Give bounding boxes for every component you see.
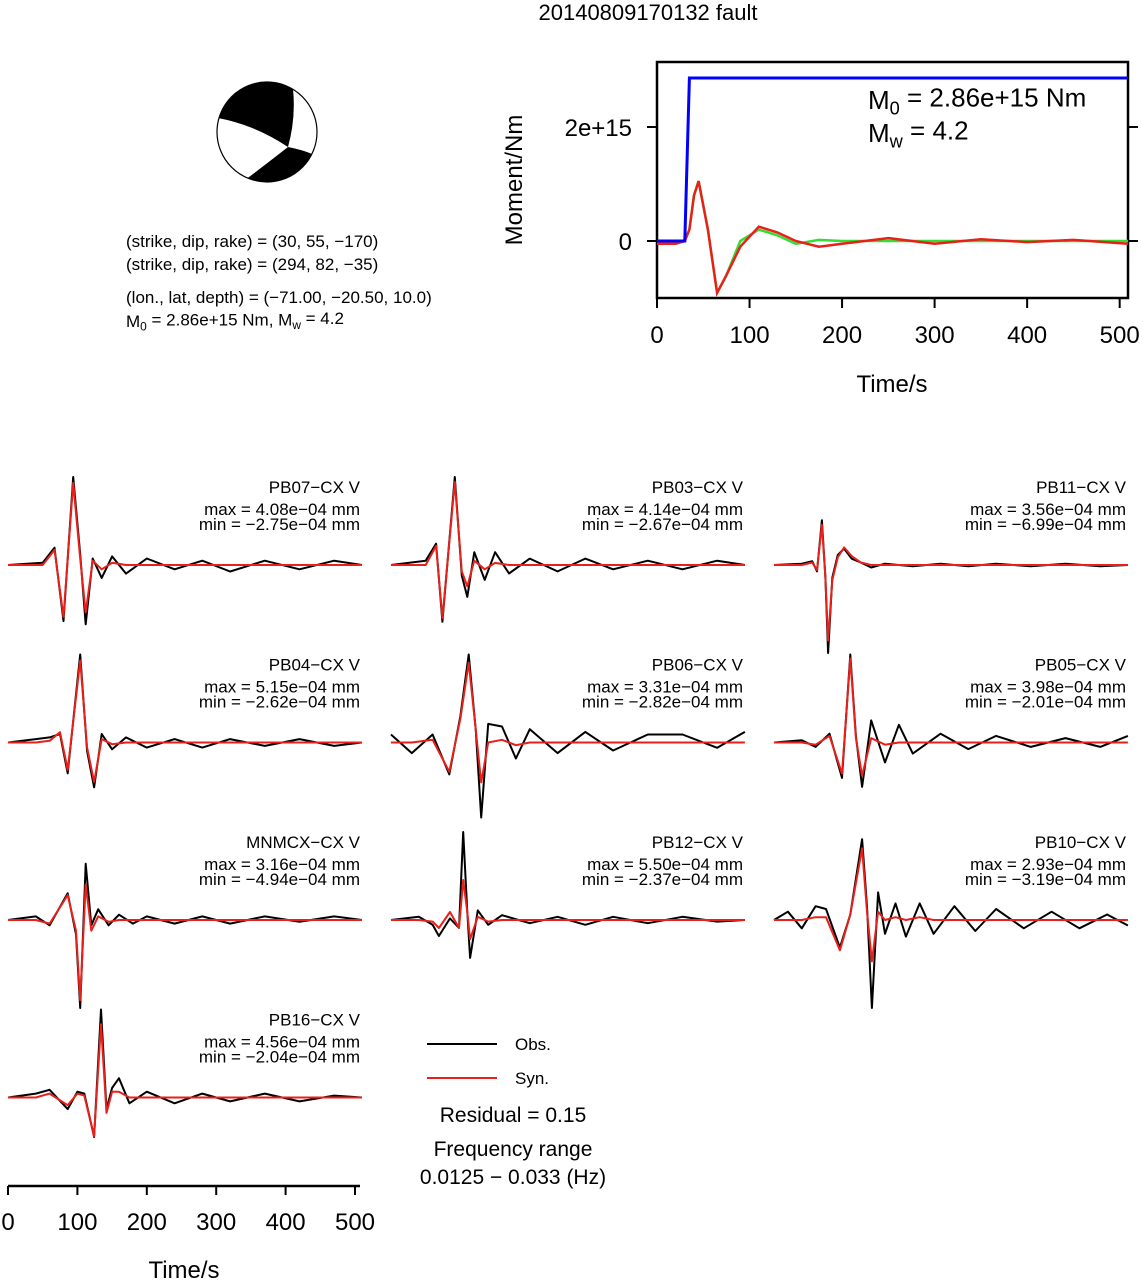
x-tick-label: 100 xyxy=(730,322,770,349)
x-tick-label: 0 xyxy=(1,1209,14,1236)
x-tick-label: 500 xyxy=(335,1209,375,1236)
station-label: PB11−CX V xyxy=(1036,478,1127,497)
beach-ball xyxy=(215,81,318,183)
observed-trace xyxy=(7,476,363,626)
text-part: = 2.86e+15 Nm xyxy=(900,83,1086,113)
frequency-title: Frequency range xyxy=(434,1138,593,1161)
moment-plot-frame xyxy=(655,60,1130,300)
y-tick-label: 2e+15 xyxy=(565,115,632,142)
moment-series xyxy=(657,76,1128,243)
x-tick-label: 400 xyxy=(1007,322,1047,349)
moment-series xyxy=(657,180,1129,297)
subscript: 0 xyxy=(890,98,900,118)
station-label: PB12−CX V xyxy=(652,833,744,852)
x-tick-label: 200 xyxy=(127,1209,167,1236)
station-label: PB04−CX V xyxy=(269,656,361,675)
synthetic-trace xyxy=(391,661,745,784)
synthetic-trace xyxy=(774,847,1128,963)
text-part: M xyxy=(868,85,890,115)
text-part: = 2.86e+15 Nm, M xyxy=(147,310,293,329)
synthetic-trace xyxy=(8,482,362,618)
max-label: max = 2.93e−04 mm xyxy=(970,855,1126,874)
subscript: w xyxy=(291,318,301,332)
y-tick-label: 0 xyxy=(619,229,632,256)
max-label: max = 3.56e−04 mm xyxy=(970,500,1126,519)
min-label: min = −2.04e−04 mm xyxy=(199,1048,360,1067)
observed-trace xyxy=(773,653,1129,788)
beach-ball-dilatation xyxy=(288,89,318,154)
synthetic-trace xyxy=(774,657,1128,777)
x-tick-label: 300 xyxy=(915,322,955,349)
subscript: 0 xyxy=(140,320,147,334)
synthetic-trace xyxy=(391,879,745,941)
text-part: = 4.2 xyxy=(903,116,969,146)
x-tick-label: 0 xyxy=(650,322,663,349)
x-tick-label: 200 xyxy=(822,322,862,349)
moment-annotation: M0 = 2.86e+15 Nm xyxy=(868,83,1086,119)
mechanism-moment: M0 = 2.86e+15 Nm, Mw = 4.2 xyxy=(126,309,344,334)
frequency-range: 0.0125 − 0.033 (Hz) xyxy=(420,1166,606,1189)
min-label: min = −2.01e−04 mm xyxy=(965,693,1126,712)
max-label: max = 4.08e−04 mm xyxy=(204,500,360,519)
text-part: M xyxy=(868,118,890,148)
observed-trace xyxy=(7,1008,362,1138)
min-label: min = −2.67e−04 mm xyxy=(582,515,743,534)
x-tick-label: 100 xyxy=(57,1209,97,1236)
y-axis-label: Moment/Nm xyxy=(501,115,528,246)
min-label: min = −2.62e−04 mm xyxy=(199,693,360,712)
moment-annotation: Mw = 4.2 xyxy=(868,116,969,152)
min-label: min = −3.19e−04 mm xyxy=(965,870,1126,889)
station-label: PB07−CX V xyxy=(269,478,361,497)
max-label: max = 3.31e−04 mm xyxy=(587,678,743,697)
figure-title: 20140809170132 fault xyxy=(539,0,758,25)
x-axis-label: Time/s xyxy=(856,371,927,398)
max-label: max = 5.50e−04 mm xyxy=(587,855,743,874)
min-label: min = −2.75e−04 mm xyxy=(199,515,360,534)
max-label: max = 4.14e−04 mm xyxy=(587,500,743,519)
max-label: max = 4.56e−04 mm xyxy=(204,1033,360,1052)
beach-ball-dilatation xyxy=(215,118,288,180)
legend-label: Syn. xyxy=(515,1069,549,1088)
max-label: max = 3.16e−04 mm xyxy=(204,855,360,874)
moment-series xyxy=(657,180,1128,297)
residual: Residual = 0.15 xyxy=(440,1104,587,1127)
min-label: min = −6.99e−04 mm xyxy=(965,515,1126,534)
legend-label: Obs. xyxy=(515,1035,551,1054)
synthetic-trace xyxy=(8,1023,362,1138)
max-label: max = 5.15e−04 mm xyxy=(204,678,360,697)
station-label: PB05−CX V xyxy=(1035,656,1127,675)
x-axis-label: Time/s xyxy=(148,1257,219,1280)
x-tick-label: 500 xyxy=(1100,322,1140,349)
min-label: min = −2.82e−04 mm xyxy=(582,693,743,712)
subscript: w xyxy=(889,131,904,151)
station-label: MNMCX−CX V xyxy=(246,833,360,852)
station-label: PB10−CX V xyxy=(1035,833,1127,852)
observed-trace xyxy=(390,831,745,959)
min-label: min = −2.37e−04 mm xyxy=(582,870,743,889)
min-label: min = −4.94e−04 mm xyxy=(199,870,360,889)
mechanism-text: (lon., lat, depth) = (−71.00, −20.50, 10… xyxy=(126,288,432,307)
mechanism-text: (strike, dip, rake) = (30, 55, −170) xyxy=(126,232,378,251)
station-label: PB16−CX V xyxy=(269,1011,361,1030)
mechanism-text: (strike, dip, rake) = (294, 82, −35) xyxy=(126,255,378,274)
synthetic-trace xyxy=(8,659,362,783)
text-part: = 4.2 xyxy=(301,309,344,328)
x-tick-label: 300 xyxy=(196,1209,236,1236)
text-part: M xyxy=(126,312,140,331)
observed-trace xyxy=(390,476,746,623)
station-label: PB06−CX V xyxy=(652,656,744,675)
observed-trace xyxy=(390,653,746,819)
synthetic-trace xyxy=(774,523,1128,642)
synthetic-trace xyxy=(391,481,745,620)
station-label: PB03−CX V xyxy=(652,478,744,497)
beach-ball-outline xyxy=(216,81,318,183)
max-label: max = 3.98e−04 mm xyxy=(970,678,1126,697)
x-tick-label: 400 xyxy=(266,1209,306,1236)
synthetic-trace xyxy=(8,883,362,1002)
